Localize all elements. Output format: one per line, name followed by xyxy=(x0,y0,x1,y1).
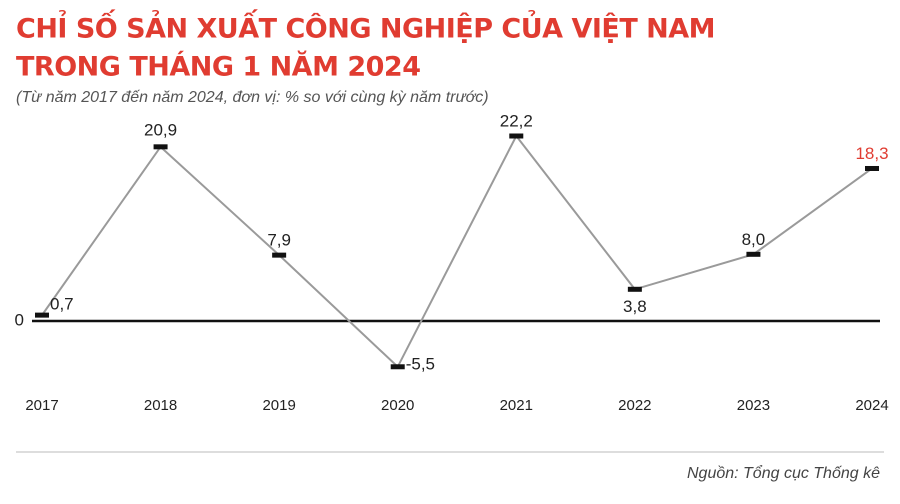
x-tick-label: 2022 xyxy=(618,397,651,414)
data-line xyxy=(41,134,873,369)
marker xyxy=(390,364,405,370)
value-label: 20,9 xyxy=(144,120,177,139)
x-tick-label: 2023 xyxy=(737,397,770,414)
value-label: 0,7 xyxy=(50,295,74,314)
x-tick-label: 2024 xyxy=(855,397,888,414)
x-tick-label: 2018 xyxy=(144,397,177,414)
chart-title: CHỈ SỐ SẢN XUẤT CÔNG NGHIỆP CỦA VIỆT NAM xyxy=(16,9,715,45)
marker xyxy=(509,133,524,139)
value-label: 8,0 xyxy=(742,230,766,249)
marker xyxy=(272,252,287,258)
x-tick-label: 2020 xyxy=(381,397,414,414)
marker xyxy=(153,144,168,150)
value-label: 22,2 xyxy=(500,111,533,130)
chart-title: TRONG THÁNG 1 NĂM 2024 xyxy=(16,51,420,83)
value-label: -5,5 xyxy=(406,354,435,373)
x-tick-label: 2019 xyxy=(262,397,295,414)
source: Nguồn: Tổng cục Thống kê xyxy=(687,464,880,482)
marker xyxy=(627,286,642,292)
y-tick-label: 0 xyxy=(15,310,24,329)
marker xyxy=(865,165,879,171)
x-tick-label: 2017 xyxy=(25,397,58,414)
marker xyxy=(35,312,49,318)
x-tick-label: 2021 xyxy=(500,397,533,414)
value-label: 7,9 xyxy=(267,231,291,250)
marker xyxy=(746,251,761,257)
chart-subtitle: (Từ năm 2017 đến năm 2024, đơn vị: % so … xyxy=(16,89,489,106)
value-label: 3,8 xyxy=(623,297,647,316)
value-label: 18,3 xyxy=(855,144,888,163)
